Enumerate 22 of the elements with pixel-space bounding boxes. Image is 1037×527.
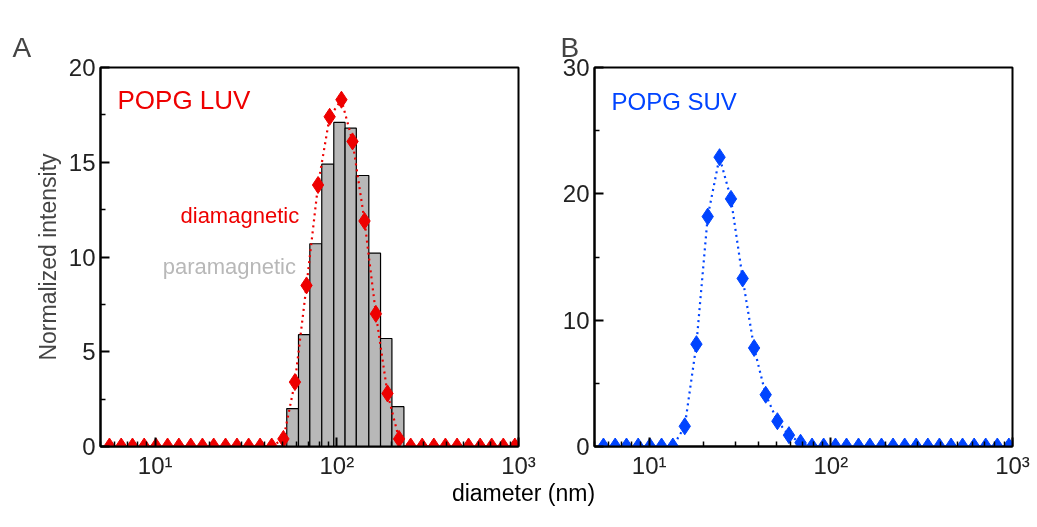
x-tick-label: 10²: [813, 451, 849, 479]
point: [311, 175, 325, 194]
chart-title: A: [12, 31, 32, 63]
y-tick-label: 15: [68, 148, 96, 176]
y-tick-label: 10: [68, 243, 96, 271]
y-axis-title: Normalized intensity: [34, 152, 61, 361]
y-tick-label: 10: [562, 306, 590, 334]
series-label: diamagnetic: [180, 202, 300, 228]
y-tick-label: 5: [82, 338, 96, 366]
x-tick-label: 10¹: [631, 451, 667, 479]
x-tick-label: 10³: [995, 451, 1030, 479]
x-tick-label: 10²: [319, 451, 355, 479]
annotation: POPG LUV: [117, 84, 252, 115]
y-tick-label: 20: [68, 54, 96, 81]
y-tick-label: 0: [82, 433, 96, 460]
x-axis-title: diameter (nm): [451, 479, 596, 508]
y-tick-label: 20: [562, 180, 590, 208]
series-label: POPG SUV: [611, 88, 737, 116]
x-tick-label: 10¹: [137, 451, 173, 479]
series-label: paramagnetic: [162, 253, 297, 279]
x-tick-label: 10³: [501, 451, 536, 479]
y-tick-label: 0: [576, 433, 590, 460]
